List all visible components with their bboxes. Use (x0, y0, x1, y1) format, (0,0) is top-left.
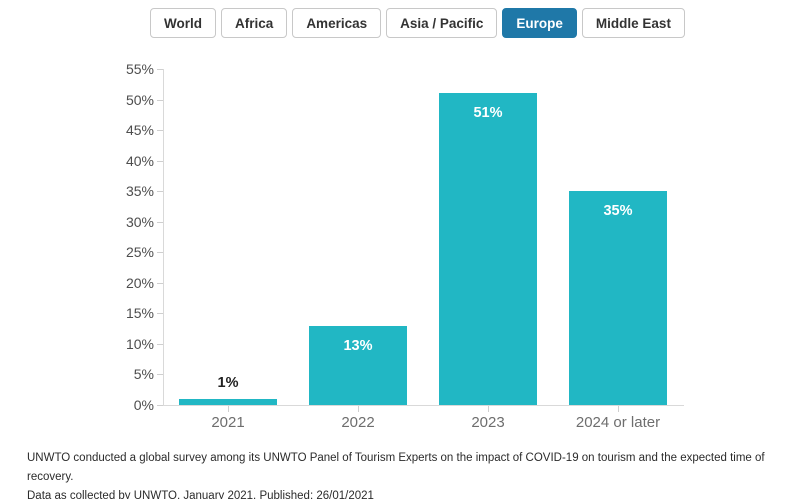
y-axis-tick (157, 374, 163, 376)
y-axis-tick (157, 69, 163, 70)
y-axis-label: 20% (125, 274, 154, 291)
bar-value-label: 35% (603, 203, 633, 219)
y-axis-tick (157, 343, 163, 345)
x-axis-label: 2024 or later (575, 414, 661, 431)
y-axis-tick (157, 130, 163, 132)
y-axis-tick (157, 282, 163, 284)
y-axis-tick (157, 252, 163, 254)
x-axis-tick (228, 406, 229, 412)
tab-middle-east[interactable]: Middle East (581, 8, 685, 38)
chart-footnote: UNWTO conducted a global survey among it… (27, 449, 797, 499)
x-axis-tick (358, 406, 359, 412)
y-axis-label: 25% (125, 244, 154, 261)
bar-value-label: 13% (343, 338, 373, 354)
y-axis-tick (157, 99, 163, 101)
y-axis-label: 35% (125, 183, 154, 200)
footnote-line-1: UNWTO conducted a global survey among it… (27, 452, 765, 483)
y-axis-tick (157, 313, 163, 315)
y-axis-label: 10% (125, 335, 154, 352)
bar-2022: 13% (309, 326, 407, 405)
y-axis-label: 40% (125, 152, 154, 169)
y-axis-tick (157, 191, 163, 193)
y-axis-label: 5% (133, 366, 154, 383)
y-axis-tick (157, 405, 163, 406)
y-axis-label: 50% (125, 91, 154, 108)
bar-2024-or-later: 35% (569, 191, 667, 405)
bar-value-label: 1% (217, 375, 239, 391)
y-axis-label: 15% (125, 305, 154, 322)
tab-world[interactable]: World (150, 8, 217, 38)
y-axis-tick (157, 221, 163, 223)
x-axis-tick (618, 406, 619, 412)
y-axis-label: 30% (125, 213, 154, 230)
y-axis-tick (157, 160, 163, 162)
bar-value-label: 51% (473, 105, 503, 121)
tab-asia-pacific[interactable]: Asia / Pacific (386, 8, 498, 38)
tab-africa[interactable]: Africa (221, 8, 288, 38)
x-axis-label: 2023 (471, 414, 505, 431)
x-axis-tick (488, 406, 489, 412)
y-axis-label: 0% (133, 397, 154, 413)
x-axis-label: 2021 (211, 414, 245, 431)
y-axis-label: 55% (125, 61, 154, 77)
tab-americas[interactable]: Americas (292, 8, 382, 38)
x-axis-line (163, 405, 684, 406)
tab-europe[interactable]: Europe (502, 8, 577, 38)
bar-2023: 51% (439, 93, 537, 405)
y-axis-line (163, 69, 164, 406)
bar-2021: 1% (179, 375, 277, 405)
region-tab-bar: World Africa Americas Asia / Pacific Eur… (14, 8, 807, 38)
x-axis-label: 2022 (341, 414, 375, 431)
footnote-line-2: Data as collected by UNWTO, January 2021… (27, 490, 374, 499)
y-axis-label: 45% (125, 122, 154, 139)
